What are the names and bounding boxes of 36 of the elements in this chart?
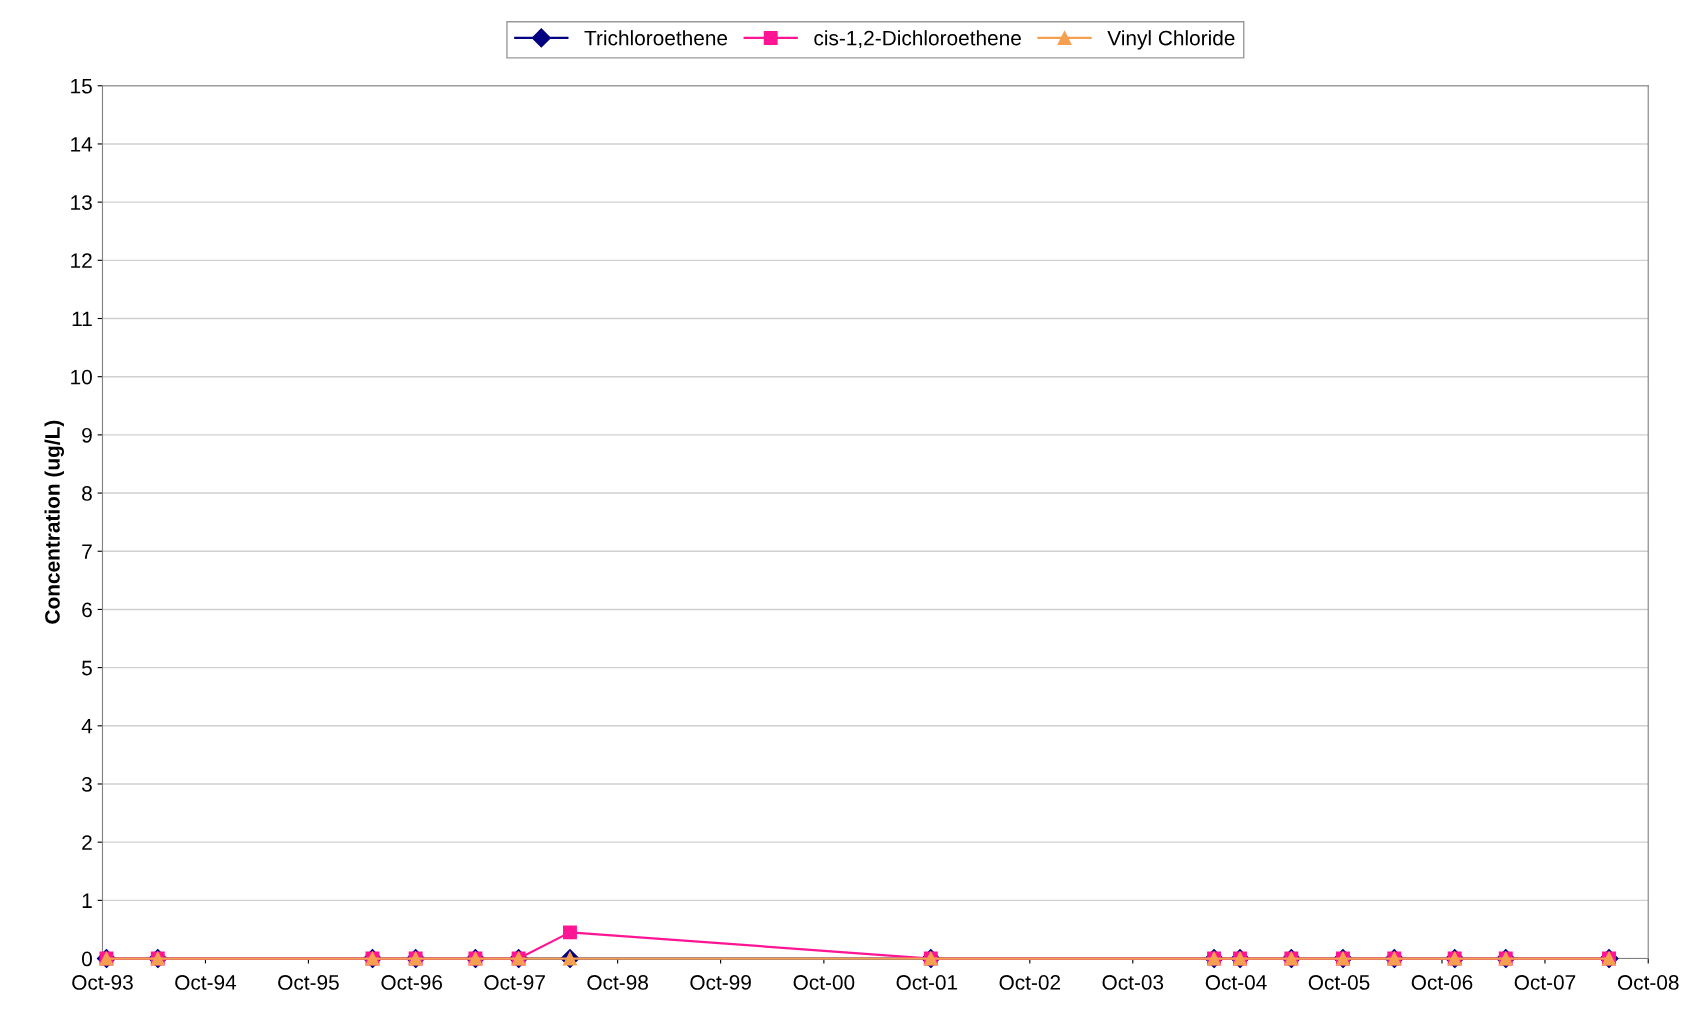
x-tick-label: Oct-96 [381,975,443,990]
y-tick-label: 6 [82,602,92,618]
x-tick-label: Oct-06 [1411,975,1473,990]
y-tick-label: 15 [71,78,92,94]
y-tick-label: 0 [81,951,92,967]
x-tick-label: Oct-08 [1617,975,1679,990]
x-tick-label: Oct-02 [999,975,1061,990]
x-tick-label: Oct-94 [175,975,237,990]
x-tick-label: Oct-04 [1205,975,1267,990]
legend-label: cis-1,2-Dichloroethene [814,30,1021,48]
x-tick-label: Oct-07 [1514,975,1576,990]
y-tick-label: 7 [82,544,92,559]
x-tick-label: Oct-98 [587,975,648,990]
x-tick-label: Oct-97 [484,975,545,990]
x-tick-label: Oct-03 [1102,975,1164,990]
legend-label: Vinyl Chloride [1107,30,1235,50]
x-tick-label: Oct-00 [793,975,855,990]
y-tick-label: 8 [82,486,92,501]
y-tick-label: 2 [82,835,92,850]
y-tick-label: 12 [71,253,92,268]
x-tick-label: Oct-05 [1308,975,1370,990]
y-axis-title: Concentration (ug/L) [44,420,65,624]
x-tick-label: Oct-99 [690,975,751,990]
x-tick-label: Oct-01 [896,975,958,990]
y-tick-label: 11 [72,311,92,327]
y-tick-label: 4 [81,719,93,734]
y-tick-label: 10 [71,369,92,385]
x-tick-label: Oct-95 [278,975,339,990]
y-tick-label: 9 [82,427,92,443]
y-tick-label: 1 [82,893,92,908]
legend-label: Trichloroethene [584,30,728,46]
y-tick-label: 14 [71,137,93,152]
x-tick-label: Oct-93 [72,975,133,990]
y-tick-label: 3 [81,776,92,792]
y-tick-label: 13 [71,195,92,210]
y-tick-label: 5 [82,660,92,676]
